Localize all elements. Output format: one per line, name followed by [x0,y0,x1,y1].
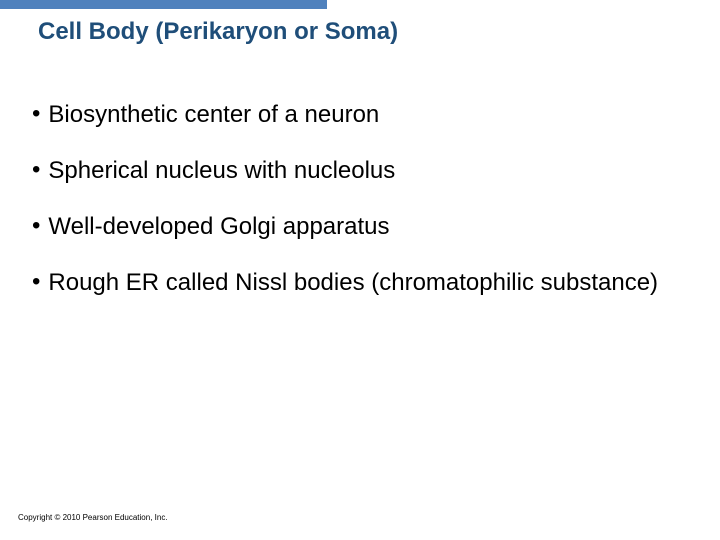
bullet-icon: • [32,156,40,184]
slide-title: Cell Body (Perikaryon or Soma) [38,18,398,46]
slide: Cell Body (Perikaryon or Soma) • Biosynt… [0,0,720,540]
accent-bar [0,0,327,9]
bullet-text: Well-developed Golgi apparatus [48,212,692,242]
bullet-icon: • [32,268,40,296]
copyright-text: Copyright © 2010 Pearson Education, Inc. [18,513,168,522]
list-item: • Well-developed Golgi apparatus [32,212,692,242]
bullet-icon: • [32,100,40,128]
bullet-text: Biosynthetic center of a neuron [48,100,692,130]
list-item: • Rough ER called Nissl bodies (chromato… [32,268,692,298]
bullet-text: Spherical nucleus with nucleolus [48,156,692,186]
bullet-list: • Biosynthetic center of a neuron • Sphe… [32,100,692,324]
list-item: • Biosynthetic center of a neuron [32,100,692,130]
bullet-icon: • [32,212,40,240]
bullet-text: Rough ER called Nissl bodies (chromatoph… [48,268,692,298]
list-item: • Spherical nucleus with nucleolus [32,156,692,186]
